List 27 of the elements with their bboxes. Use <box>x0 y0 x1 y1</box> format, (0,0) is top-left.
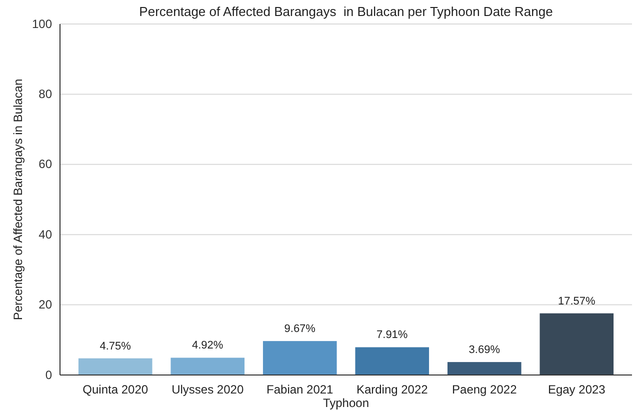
bar <box>78 358 152 375</box>
x-axis-title: Typhoon <box>322 396 370 410</box>
data-label: 7.91% <box>376 329 408 342</box>
x-tick-label: Quinta 2020 <box>82 382 148 397</box>
data-label: 9.67% <box>284 323 316 336</box>
y-tick-label: 80 <box>38 87 52 102</box>
y-tick-label: 100 <box>32 16 52 31</box>
y-tick-label: 60 <box>38 157 52 172</box>
y-axis-title: Percentage of Affected Barangays in Bulacan <box>11 78 25 320</box>
data-label: 3.69% <box>468 344 500 356</box>
x-tick-label: Fabian 2021 <box>266 382 334 397</box>
bar <box>355 347 430 375</box>
data-label: 17.57% <box>558 295 596 308</box>
bar <box>447 362 522 375</box>
data-label: 4.75% <box>100 340 132 352</box>
bar <box>262 341 337 375</box>
bar <box>170 358 245 375</box>
x-tick-label: Paeng 2022 <box>452 382 518 397</box>
x-tick-label: Egay 2023 <box>548 382 606 397</box>
y-tick-label: 0 <box>45 368 52 382</box>
x-tick-label: Karding 2022 <box>356 382 428 397</box>
x-tick-label: Ulysses 2020 <box>172 382 244 397</box>
data-label: 4.92% <box>192 340 224 352</box>
y-tick-label: 20 <box>38 298 52 312</box>
chart-title: Percentage of Affected Barangays in Bulacan per Typhoon Date Range <box>139 4 553 19</box>
y-tick-label: 40 <box>38 227 52 242</box>
bar <box>540 313 614 375</box>
